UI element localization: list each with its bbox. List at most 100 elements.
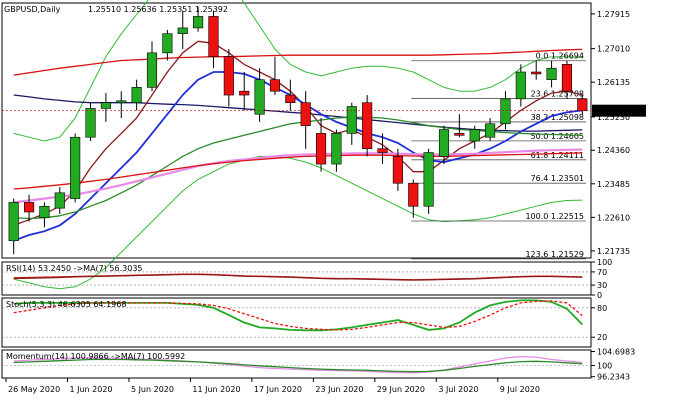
rsi-panel-axis-tick-label: 0 xyxy=(597,291,602,300)
candle-body xyxy=(377,148,388,153)
price-axis-tick-label: 1.24360 xyxy=(597,146,630,155)
candle-body xyxy=(208,16,219,57)
candle-body xyxy=(315,133,327,165)
candle-body xyxy=(438,129,450,157)
candle-body xyxy=(300,102,311,127)
price-axis-tick-label: 1.23485 xyxy=(597,180,630,189)
x-axis-tick-label: 11 Jun 2020 xyxy=(192,385,240,394)
stoch-panel-axis-tick-label: 80 xyxy=(597,304,607,313)
candle-body xyxy=(454,133,465,136)
fib-level-label: 76.4 1.23501 xyxy=(531,174,584,183)
stoch-panel-series-1 xyxy=(13,300,583,331)
stoch-panel: 80 20 Stoch(5,3,3) 46.6305 64.1968 xyxy=(1,297,607,348)
candle-body xyxy=(346,106,357,134)
rsi-panel-axis-tick-label: 70 xyxy=(597,268,607,277)
candle-body xyxy=(8,202,19,242)
momentum-panel-series-0 xyxy=(13,355,583,374)
fib-level-label: 50.0 1.24605 xyxy=(531,132,584,141)
candle-body xyxy=(39,205,50,219)
current-price-box xyxy=(592,104,646,117)
fib-level-label: 23.6 1.25708 xyxy=(531,90,584,99)
candle-body xyxy=(285,94,296,103)
candle-body xyxy=(423,152,434,207)
rsi-panel-title: RSI(14) 53.2450 ->MA(7) 56.3035 xyxy=(6,264,143,273)
x-axis: 26 May 2020 1 Jun 2020 5 Jun 2020 11 Jun 20… xyxy=(5,378,540,394)
candle-body xyxy=(162,33,173,54)
candle-body xyxy=(85,108,96,138)
x-axis-tick-label: 17 Jun 2020 xyxy=(254,385,302,394)
x-axis-tick-label: 29 Jun 2020 xyxy=(377,385,425,394)
candle-body xyxy=(254,79,265,115)
candle-body xyxy=(485,123,496,138)
fib-level-label: 61.8 1.24111 xyxy=(531,151,584,160)
momentum-panel-title: Momentum(14) 100.9866 ->MA(7) 100.5992 xyxy=(6,352,185,361)
price-axis-tick-label: 1.21735 xyxy=(597,247,630,256)
current-price-label: 1.25392 xyxy=(595,107,636,117)
rsi-panel-frame xyxy=(1,261,592,296)
candle-body xyxy=(392,156,403,184)
rsi-panel-axis-tick-label: 100 xyxy=(597,258,612,267)
price-axis-tick-label: 1.27915 xyxy=(597,10,630,19)
chart-header-symbol: GBPUSD,Daily xyxy=(4,5,61,14)
chart-header-ohlc: 1.25510 1.25636 1.25351 1.25392 xyxy=(88,5,228,14)
candle-body xyxy=(239,90,250,96)
candle-body xyxy=(362,102,373,150)
rsi-panel-axis-tick-label: 30 xyxy=(597,281,607,290)
candle-body xyxy=(269,79,281,92)
candle-body xyxy=(561,64,573,92)
candle-body xyxy=(23,202,35,213)
moving-average-5 xyxy=(13,148,583,204)
momentum-panel-frame xyxy=(1,349,592,379)
price-axis-tick-label: 1.26135 xyxy=(597,78,630,87)
fib-level-label: 38.2 1.25098 xyxy=(531,113,584,122)
candle-body xyxy=(408,182,419,207)
stoch-panel-title: Stoch(5,3,3) 46.6305 64.1968 xyxy=(6,300,126,309)
moving-average-0 xyxy=(13,48,583,76)
x-axis-tick-label: 23 Jun 2020 xyxy=(315,385,363,394)
candle-body xyxy=(70,136,81,199)
candle-body xyxy=(116,100,127,103)
momentum-panel-axis-tick-label: 100 xyxy=(597,361,612,370)
candle-body xyxy=(177,27,188,34)
stoch-panel-axis-tick-label: 20 xyxy=(597,333,607,342)
candle-body xyxy=(100,102,111,109)
candle-body xyxy=(54,192,65,209)
price-axis-tick-label: 1.27010 xyxy=(597,45,630,54)
x-axis-tick-label: 3 Jul 2020 xyxy=(438,385,478,394)
candle-body xyxy=(500,98,511,125)
candle-body xyxy=(131,87,142,103)
momentum-panel-axis-tick-label: 96.2343 xyxy=(597,373,630,382)
bollinger-upper xyxy=(13,0,583,142)
candle-body xyxy=(223,56,234,96)
candle-body xyxy=(146,52,158,88)
candle-body xyxy=(331,133,342,165)
candle-body xyxy=(531,71,542,75)
candle-body xyxy=(193,16,204,29)
candle-body xyxy=(469,129,480,142)
x-axis-tick-label: 9 Jul 2020 xyxy=(500,385,540,394)
fib-level-label: 100.0 1.22515 xyxy=(525,212,584,221)
candle-body xyxy=(515,71,526,100)
price-panel: 0.0 1.26694 23.6 1.25708 38.2 1.25098 50.0 … xyxy=(1,0,646,290)
momentum-panel: 104.6983 100 96.2343 Momentum(14) 100.9866 … xyxy=(1,347,635,382)
moving-average-3 xyxy=(13,71,583,242)
fib-level-label: 123.6 1.21529 xyxy=(525,250,584,259)
candle-body xyxy=(546,67,557,80)
stoch-panel-frame xyxy=(1,297,592,348)
bollinger-lower xyxy=(13,155,583,290)
fib-level-label: 0.0 1.26694 xyxy=(536,52,584,61)
price-panel-frame xyxy=(1,2,592,259)
x-axis-tick-label: 1 Jun 2020 xyxy=(69,385,112,394)
x-axis-tick-label: 5 Jun 2020 xyxy=(131,385,174,394)
momentum-panel-series-1 xyxy=(13,358,583,373)
momentum-panel-axis-tick-label: 104.6983 xyxy=(597,347,635,356)
candle-body xyxy=(577,98,588,112)
rsi-panel-series-1 xyxy=(13,273,583,281)
moving-average-6 xyxy=(13,152,583,190)
price-axis-tick-label: 1.22610 xyxy=(597,213,630,222)
price-axis-tick-label: 1.25230 xyxy=(597,113,630,122)
